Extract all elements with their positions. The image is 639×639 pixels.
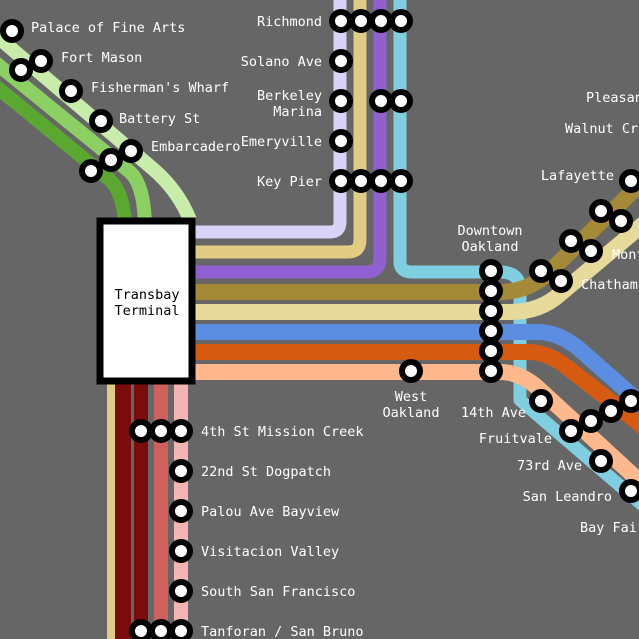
station-marker-73rd-ave[interactable] — [589, 449, 613, 473]
terminal-label-line1: Transbay — [114, 287, 179, 303]
station-marker-fort-mason-b[interactable] — [29, 49, 53, 73]
label-marina: Marina — [273, 104, 322, 120]
station-marker-embarcadero-c[interactable] — [119, 139, 143, 163]
label-west-oakland: Oakland — [383, 405, 440, 421]
station-marker-4th-st-c[interactable] — [169, 419, 193, 443]
station-marker-tanforan-c[interactable] — [169, 619, 193, 639]
station-marker-chatham-c[interactable] — [529, 259, 553, 283]
line-blue — [190, 324, 639, 413]
label-fort-mason: Fort Mason — [61, 50, 142, 66]
station-marker-downtown-f[interactable] — [479, 359, 503, 383]
station-marker-key-pier-b[interactable] — [349, 169, 373, 193]
label-embarcadero: Embarcadero — [151, 139, 240, 155]
line-cream — [190, 217, 639, 320]
station-marker-tanforan-b[interactable] — [149, 619, 173, 639]
station-marker-key-pier-d[interactable] — [389, 169, 413, 193]
label-battery-st: Battery St — [119, 111, 200, 127]
station-marker-palou-ave[interactable] — [169, 499, 193, 523]
station-marker-key-pier-a[interactable] — [329, 169, 353, 193]
station-marker-14th-ave[interactable] — [529, 389, 553, 413]
station-marker-richmond-d[interactable] — [389, 9, 413, 33]
station-marker-san-leandro[interactable] — [619, 479, 639, 503]
station-marker-solano-ave[interactable] — [329, 49, 353, 73]
label-fishermans-wharf: Fisherman's Wharf — [91, 80, 229, 96]
station-marker-berkeley-a[interactable] — [329, 89, 353, 113]
label-south-san-francisco: South San Francisco — [201, 584, 355, 600]
label-palou-ave-bayview: Palou Ave Bayview — [201, 504, 340, 520]
label-pleasanton: Pleasan — [586, 90, 639, 106]
label-chatham: Chatham — [581, 277, 638, 293]
station-marker-tanforan-a[interactable] — [129, 619, 153, 639]
label-san-leandro: San Leandro — [523, 489, 612, 505]
line-purple — [190, 0, 387, 279]
station-marker-4th-st-b[interactable] — [149, 419, 173, 443]
station-marker-berkeley-b[interactable] — [369, 89, 393, 113]
terminal-box — [96, 217, 196, 385]
label-downtown: Downtown — [457, 223, 522, 239]
station-marker-key-pier-c[interactable] — [369, 169, 393, 193]
label-fruitvale: Fruitvale — [479, 431, 552, 447]
label-73rd-ave: 73rd Ave — [517, 458, 582, 474]
station-marker-richmond-c[interactable] — [369, 9, 393, 33]
station-labels: Palace of Fine Arts Fort Mason Fisherman… — [31, 14, 639, 639]
label-tanforan-san-bruno: Tanforan / San Bruno — [201, 624, 364, 639]
station-marker-fort-mason-a[interactable] — [9, 58, 33, 82]
station-marker-fruitvale-c[interactable] — [599, 399, 623, 423]
label-richmond: Richmond — [257, 14, 322, 30]
station-marker-richmond-a[interactable] — [329, 9, 353, 33]
station-marker-fruitvale-d[interactable] — [619, 389, 639, 413]
label-key-pier: Key Pier — [257, 174, 322, 190]
station-marker-richmond-b[interactable] — [349, 9, 373, 33]
line-tan-north — [190, 0, 367, 259]
station-marker-palace[interactable] — [0, 19, 24, 43]
station-marker-fruitvale-b[interactable] — [579, 409, 603, 433]
station-marker-downtown-a[interactable] — [479, 259, 503, 283]
label-downtown-oakland: Oakland — [462, 239, 519, 255]
line-lavender — [190, 0, 347, 239]
station-marker-chatham-b[interactable] — [579, 239, 603, 263]
label-4th-st-mission-creek: 4th St Mission Creek — [201, 424, 364, 440]
station-marker-chatham-a[interactable] — [559, 229, 583, 253]
station-marker-downtown-c[interactable] — [479, 299, 503, 323]
label-montclair: Mont — [612, 247, 639, 263]
label-14th-ave: 14th Ave — [461, 405, 526, 421]
label-solano-ave: Solano Ave — [241, 54, 322, 70]
station-marker-downtown-d[interactable] — [479, 319, 503, 343]
station-marker-downtown-e[interactable] — [479, 339, 503, 363]
station-marker-battery-st[interactable] — [89, 109, 113, 133]
station-marker-4th-st-a[interactable] — [129, 419, 153, 443]
station-marker-22nd-st[interactable] — [169, 459, 193, 483]
station-marker-visitacion[interactable] — [169, 539, 193, 563]
station-marker-south-sf[interactable] — [169, 579, 193, 603]
station-markers — [0, 9, 639, 639]
station-marker-downtown-b[interactable] — [479, 279, 503, 303]
station-marker-lafayette[interactable] — [619, 169, 639, 193]
station-marker-fishermans-wharf[interactable] — [59, 79, 83, 103]
label-berkeley: Berkeley — [257, 88, 322, 104]
line-green-light — [0, 29, 197, 223]
label-22nd-st-dogpatch: 22nd St Dogpatch — [201, 464, 331, 480]
station-marker-montclair-b[interactable] — [609, 209, 633, 233]
label-visitacion-valley: Visitacion Valley — [201, 544, 339, 560]
station-marker-west-oakland[interactable] — [399, 359, 423, 383]
station-marker-berkeley-c[interactable] — [389, 89, 413, 113]
station-marker-emeryville[interactable] — [329, 129, 353, 153]
transbay-terminal[interactable]: Transbay Terminal — [96, 217, 196, 385]
line-orange — [190, 344, 639, 434]
label-walnut-creek: Walnut Cr — [565, 121, 638, 137]
label-west: West — [395, 389, 428, 405]
label-lafayette: Lafayette — [541, 168, 614, 184]
station-marker-embarcadero-b[interactable] — [99, 148, 123, 172]
terminal-label-line2: Terminal — [114, 303, 179, 319]
label-emeryville: Emeryville — [241, 134, 322, 150]
station-marker-montclair-a[interactable] — [589, 199, 613, 223]
station-marker-fruitvale-a[interactable] — [559, 419, 583, 443]
label-palace-of-fine-arts: Palace of Fine Arts — [31, 20, 185, 36]
station-marker-chatham-d[interactable] — [549, 269, 573, 293]
station-marker-embarcadero-a[interactable] — [79, 159, 103, 183]
label-bay-fair: Bay Fair — [580, 520, 639, 536]
